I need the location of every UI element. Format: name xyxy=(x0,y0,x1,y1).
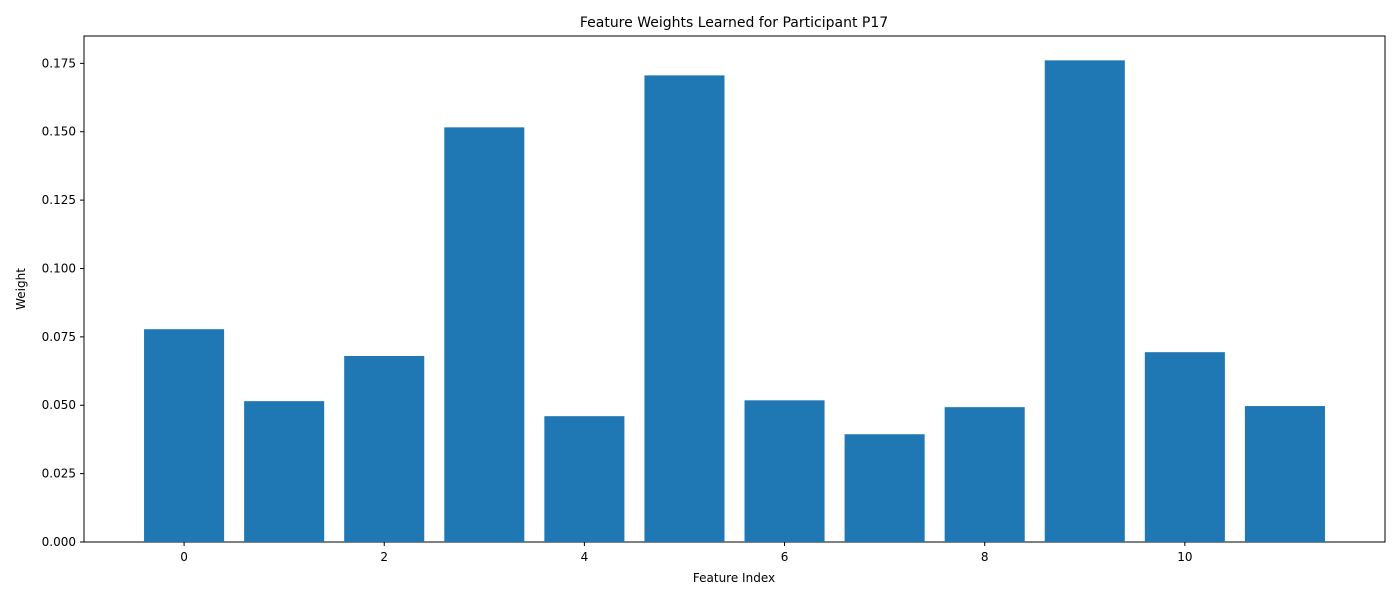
y-axis-ticks: 0.000 0.025 0.050 0.075 0.100 0.125 0.150 0.175 xyxy=(42,56,84,549)
y-tick-label: 0.050 xyxy=(42,398,76,412)
y-tick-label: 0.125 xyxy=(42,193,76,207)
x-tick-label: 8 xyxy=(981,550,989,564)
x-tick-label: 0 xyxy=(180,550,188,564)
bar-6 xyxy=(744,400,825,542)
bars xyxy=(144,60,1325,542)
chart-title: Feature Weights Learned for Participant … xyxy=(580,15,888,31)
bar-10 xyxy=(1144,352,1225,542)
x-axis-ticks: 0 2 4 6 8 10 xyxy=(180,542,1192,564)
bar-7 xyxy=(844,434,925,542)
x-tick-label: 2 xyxy=(380,550,388,564)
bar-11 xyxy=(1244,406,1325,542)
bar-8 xyxy=(944,407,1025,542)
axes-frame xyxy=(83,35,1386,543)
y-tick-label: 0.025 xyxy=(42,467,76,481)
bar-5 xyxy=(644,75,725,542)
bar-4 xyxy=(544,416,625,542)
bar-0 xyxy=(144,329,225,542)
y-tick-label: 0.175 xyxy=(42,56,76,70)
x-tick-label: 4 xyxy=(581,550,589,564)
y-tick-label: 0.075 xyxy=(42,330,76,344)
x-axis-label: Feature Index xyxy=(693,571,775,585)
plot-area xyxy=(83,35,1386,543)
y-tick-label: 0.100 xyxy=(42,261,76,275)
x-tick-label: 10 xyxy=(1177,550,1192,564)
y-tick-label: 0.150 xyxy=(42,125,76,139)
y-axis-label: Weight xyxy=(14,268,28,310)
y-tick-label: 0.000 xyxy=(42,535,76,549)
bar-1 xyxy=(244,401,325,542)
bar-3 xyxy=(444,127,525,542)
bar-2 xyxy=(344,356,425,542)
bar-9 xyxy=(1044,60,1125,542)
x-tick-label: 6 xyxy=(781,550,789,564)
